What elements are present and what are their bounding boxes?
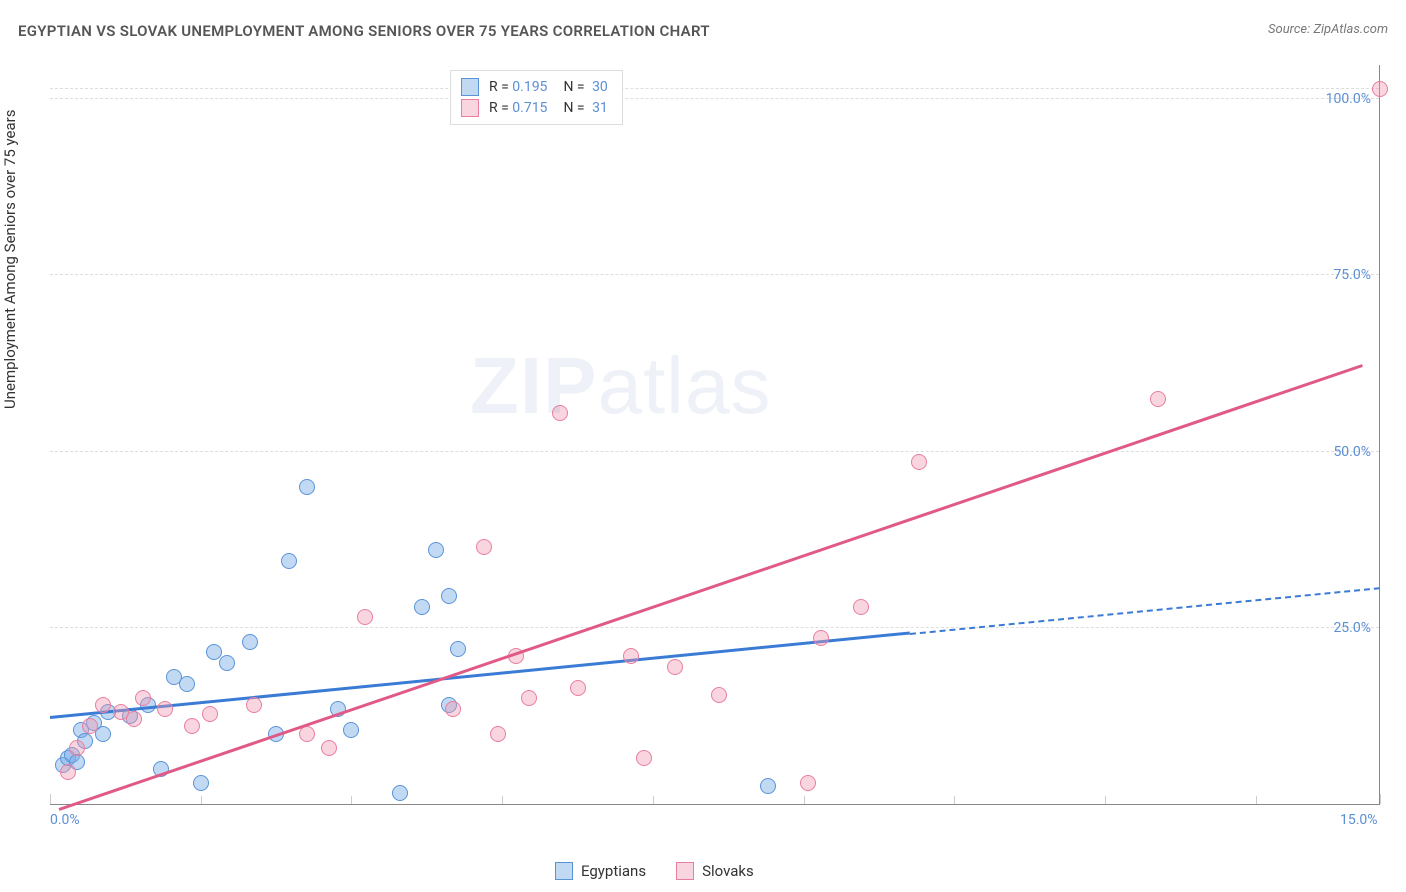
legend-n-label: N = 30 bbox=[563, 79, 607, 95]
data-point bbox=[428, 542, 444, 558]
data-point bbox=[299, 479, 315, 495]
data-point bbox=[445, 701, 461, 717]
data-point bbox=[179, 676, 195, 692]
legend-swatch bbox=[555, 862, 573, 880]
x-tick bbox=[1105, 796, 1106, 804]
x-tick bbox=[954, 796, 955, 804]
x-tick bbox=[201, 796, 202, 804]
legend-row: R = 0.195 N = 30 bbox=[461, 78, 608, 96]
gridline-h bbox=[50, 627, 1379, 628]
data-point bbox=[853, 599, 869, 615]
data-point bbox=[69, 740, 85, 756]
legend-item: Slovaks bbox=[676, 862, 754, 880]
data-point bbox=[623, 648, 639, 664]
y-tick-label: 100.0% bbox=[1326, 91, 1371, 107]
legend-item: Egyptians bbox=[555, 862, 646, 880]
data-point bbox=[281, 553, 297, 569]
data-point bbox=[246, 697, 262, 713]
x-tick bbox=[351, 796, 352, 804]
data-point bbox=[126, 711, 142, 727]
legend-swatch bbox=[461, 99, 479, 117]
data-point bbox=[760, 778, 776, 794]
data-point bbox=[392, 785, 408, 801]
gridline-h bbox=[50, 451, 1379, 452]
data-point bbox=[490, 726, 506, 742]
data-point bbox=[552, 405, 568, 421]
data-point bbox=[321, 740, 337, 756]
legend-correlation: R = 0.195 N = 30 R = 0.715 N = 31 bbox=[450, 70, 623, 125]
legend-n-label: N = 31 bbox=[563, 100, 607, 116]
y-tick-label: 75.0% bbox=[1333, 267, 1371, 283]
data-point bbox=[800, 775, 816, 791]
data-point bbox=[667, 659, 683, 675]
data-point bbox=[95, 697, 111, 713]
trend-line bbox=[58, 364, 1362, 811]
y-tick-label: 50.0% bbox=[1333, 444, 1371, 460]
data-point bbox=[450, 641, 466, 657]
legend-swatch bbox=[676, 862, 694, 880]
data-point bbox=[414, 599, 430, 615]
data-point bbox=[441, 588, 457, 604]
chart-container: EGYPTIAN VS SLOVAK UNEMPLOYMENT AMONG SE… bbox=[0, 0, 1406, 892]
x-tick bbox=[50, 794, 51, 804]
x-tick bbox=[653, 796, 654, 804]
legend-row: R = 0.715 N = 31 bbox=[461, 99, 608, 117]
data-point bbox=[242, 634, 258, 650]
data-point bbox=[636, 750, 652, 766]
data-point bbox=[157, 701, 173, 717]
x-tick bbox=[1256, 796, 1257, 804]
plot-area: 25.0%50.0%75.0%100.0%0.0%15.0%R = 0.195N… bbox=[50, 65, 1380, 805]
legend-bottom: Egyptians Slovaks bbox=[555, 862, 754, 880]
data-point bbox=[193, 775, 209, 791]
x-tick bbox=[502, 796, 503, 804]
data-point bbox=[813, 630, 829, 646]
y-axis-label: Unemployment Among Seniors over 75 years bbox=[1, 110, 19, 409]
data-point bbox=[184, 718, 200, 734]
gridline-h bbox=[50, 88, 1379, 89]
legend-r-label: R = 0.195 bbox=[489, 79, 547, 95]
legend-r-label: R = 0.715 bbox=[489, 100, 547, 116]
legend-series-name: Slovaks bbox=[702, 862, 754, 880]
data-point bbox=[219, 655, 235, 671]
data-point bbox=[1150, 391, 1166, 407]
gridline-h bbox=[50, 98, 1379, 99]
x-tick-label: 15.0% bbox=[1340, 812, 1378, 828]
chart-source: Source: ZipAtlas.com bbox=[1268, 22, 1388, 37]
data-point bbox=[570, 680, 586, 696]
data-point bbox=[343, 722, 359, 738]
data-point bbox=[135, 690, 151, 706]
data-point bbox=[911, 454, 927, 470]
data-point bbox=[82, 718, 98, 734]
x-tick bbox=[1380, 794, 1381, 804]
x-tick bbox=[804, 796, 805, 804]
legend-series-name: Egyptians bbox=[581, 862, 646, 880]
data-point bbox=[711, 687, 727, 703]
data-point bbox=[521, 690, 537, 706]
legend-swatch bbox=[461, 78, 479, 96]
chart-title: EGYPTIAN VS SLOVAK UNEMPLOYMENT AMONG SE… bbox=[18, 22, 710, 40]
x-tick-label: 0.0% bbox=[50, 812, 80, 828]
y-tick-label: 25.0% bbox=[1333, 620, 1371, 636]
data-point bbox=[202, 706, 218, 722]
data-point bbox=[1372, 81, 1388, 97]
gridline-h bbox=[50, 274, 1379, 275]
data-point bbox=[476, 539, 492, 555]
data-point bbox=[60, 764, 76, 780]
data-point bbox=[357, 609, 373, 625]
